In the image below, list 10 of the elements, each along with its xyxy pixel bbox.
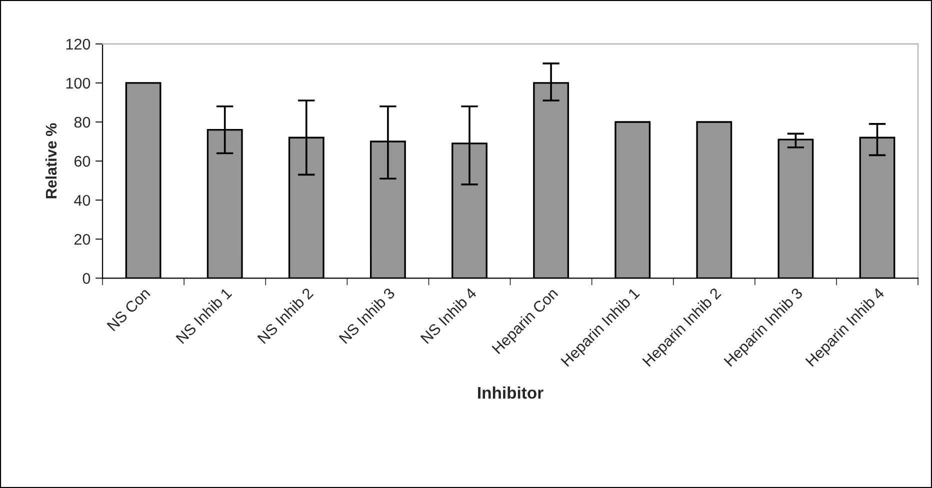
y-tick-label: 80 [74, 116, 90, 128]
y-axis-title: Relative % [45, 123, 57, 198]
y-tick-label: 0 [82, 273, 90, 284]
y-tick-label: 120 [66, 38, 90, 50]
y-tick-label: 100 [66, 78, 90, 89]
y-tick-label: 20 [74, 234, 90, 245]
x-tick-label: NS Con [106, 287, 151, 332]
x-axis-title: Inhibitor [478, 386, 544, 399]
y-tick-label: 60 [74, 156, 90, 167]
y-tick-label: 40 [74, 194, 90, 206]
